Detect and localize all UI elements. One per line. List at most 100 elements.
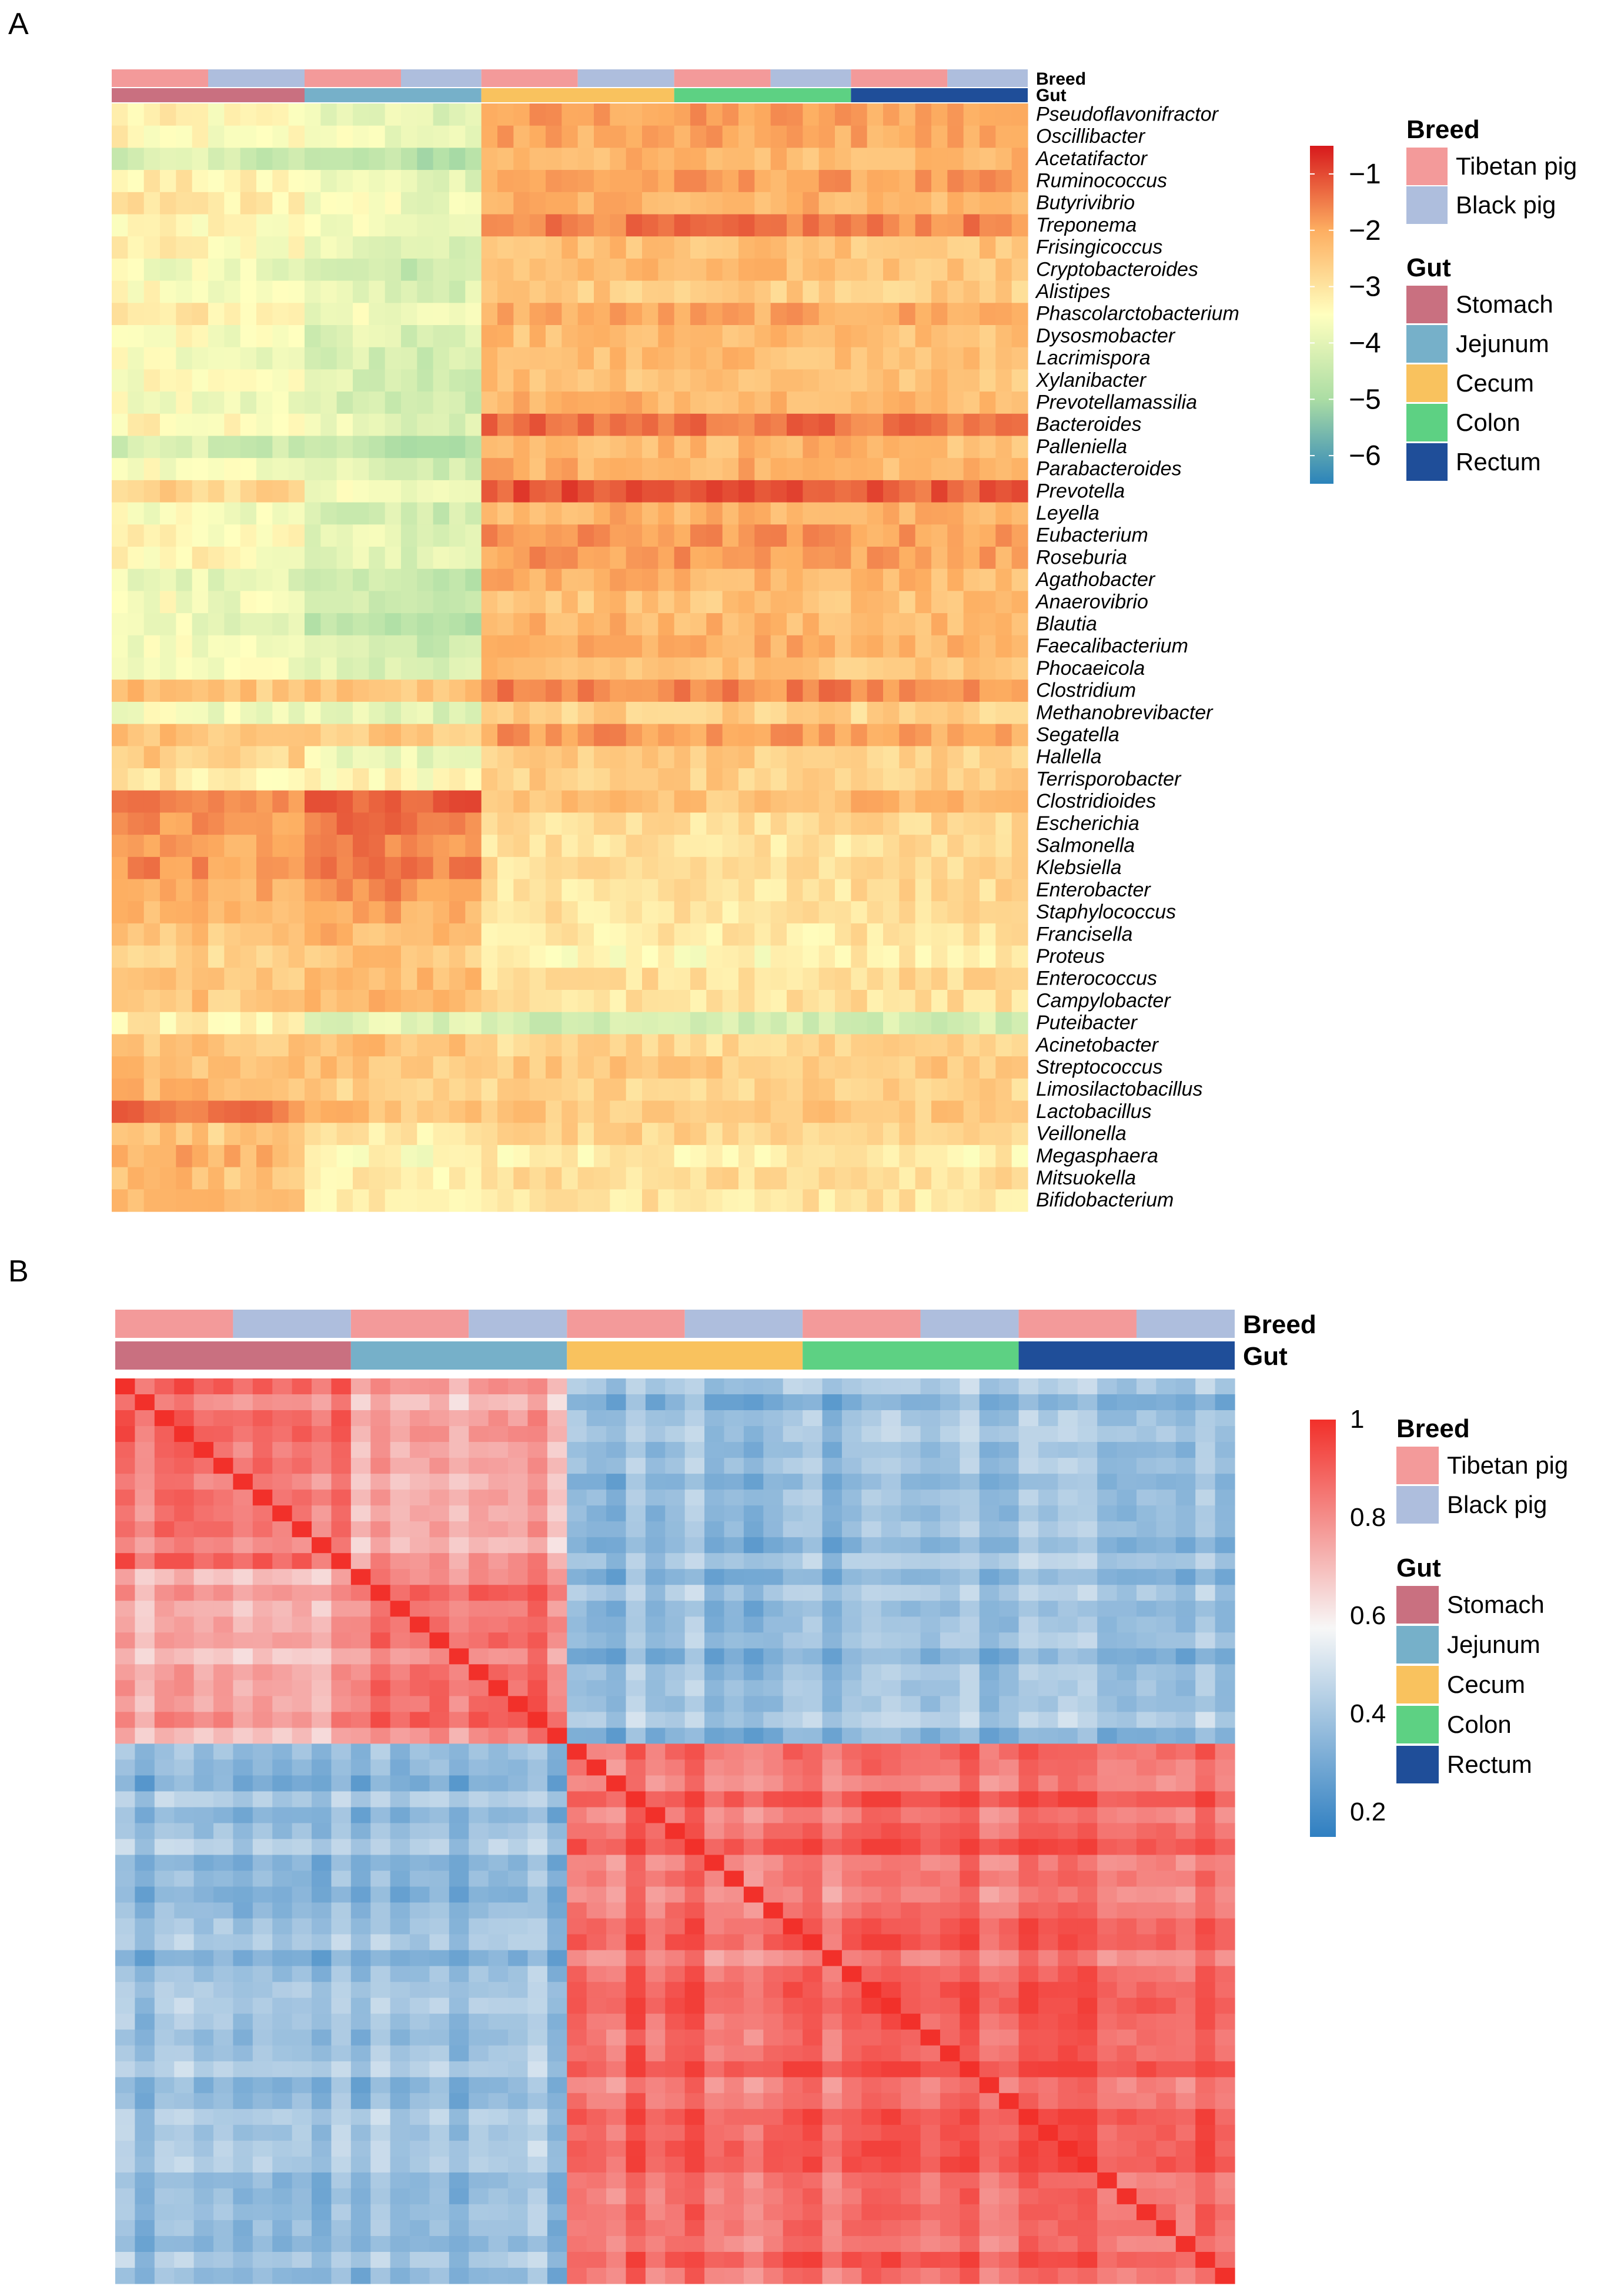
cell: [369, 635, 386, 658]
cell: [803, 1839, 823, 1856]
cell: [465, 1189, 482, 1212]
cell: [915, 413, 932, 437]
cell: [449, 1410, 469, 1427]
cell: [272, 968, 289, 990]
cell: [920, 1490, 941, 1506]
cell: [465, 148, 482, 170]
cell: [193, 1569, 214, 1585]
cell: [417, 1034, 434, 1057]
cell: [331, 1680, 352, 1696]
cell: [192, 746, 209, 769]
cell: [272, 1855, 293, 1872]
cell: [901, 1807, 921, 1824]
cell: [835, 1034, 851, 1057]
cell: [920, 1807, 941, 1824]
cell: [940, 1775, 960, 1792]
cell: [112, 436, 128, 458]
cell: [963, 391, 980, 414]
cell: [513, 1167, 530, 1190]
cell: [960, 1855, 980, 1872]
cell: [143, 502, 161, 525]
cell: [738, 635, 755, 658]
cell: [240, 613, 257, 636]
cell: [867, 990, 884, 1013]
cell: [401, 192, 417, 215]
cell: [851, 1189, 868, 1212]
cell: [469, 1616, 489, 1633]
cell: [336, 436, 353, 458]
cell: [128, 1078, 145, 1102]
cell: [567, 1743, 587, 1761]
cell: [586, 1616, 607, 1633]
cell: [508, 1505, 529, 1522]
cell: [529, 347, 546, 370]
cell: [1097, 1458, 1118, 1474]
cell: [586, 1474, 607, 1490]
cell: [940, 1394, 960, 1411]
cell: [724, 1807, 744, 1824]
cell: [594, 1167, 610, 1190]
cell: [658, 746, 675, 769]
cell: [429, 1505, 450, 1522]
cell: [213, 1569, 234, 1585]
cell: [508, 1458, 529, 1474]
cell: [288, 547, 305, 570]
cell: [995, 1034, 1012, 1057]
cell: [867, 591, 884, 614]
cell: [586, 1743, 607, 1761]
cell: [240, 103, 257, 126]
cell: [642, 347, 659, 370]
cell: [433, 879, 450, 902]
cell: [1058, 1759, 1078, 1776]
cell: [763, 1743, 784, 1761]
cell: [385, 968, 402, 990]
cell: [272, 923, 289, 946]
cell: [497, 990, 514, 1013]
cell: [899, 901, 916, 924]
cell: [626, 1521, 646, 1538]
cell: [940, 1490, 960, 1506]
cell: [920, 1648, 941, 1665]
cell: [818, 1078, 835, 1102]
cell: [1011, 125, 1028, 148]
cell: [577, 746, 594, 769]
cell: [979, 1394, 1000, 1411]
cell: [947, 103, 964, 126]
cell: [754, 901, 771, 924]
cell: [1038, 1537, 1058, 1554]
cell: [960, 1537, 980, 1554]
cell: [497, 724, 514, 747]
cell: [658, 901, 675, 924]
cell: [770, 879, 787, 902]
cell: [401, 1034, 417, 1057]
cell: [508, 1902, 529, 1919]
cell: [851, 148, 868, 170]
cell: [803, 1648, 823, 1665]
cell: [995, 635, 1012, 658]
cell: [369, 303, 386, 326]
cell: [931, 480, 948, 503]
cell: [112, 1167, 128, 1190]
cell: [143, 945, 161, 968]
cell: [980, 790, 996, 813]
cell: [743, 1490, 764, 1506]
cell: [704, 1791, 725, 1808]
cell: [642, 258, 659, 282]
cell: [233, 1442, 253, 1458]
cell: [606, 1902, 627, 1919]
cell: [433, 413, 450, 437]
cell: [1175, 1426, 1196, 1442]
cell: [320, 568, 337, 591]
cell: [369, 148, 386, 170]
cell: [738, 1012, 755, 1035]
cell: [390, 1839, 410, 1856]
cell: [979, 1601, 1000, 1617]
cell: [369, 968, 386, 990]
cell: [743, 1537, 764, 1554]
cell: [980, 1100, 996, 1123]
cell: [665, 1394, 686, 1411]
cell: [940, 1902, 960, 1919]
legend-label-jejunum: Jejunum: [1456, 330, 1549, 357]
cell: [1117, 1664, 1137, 1681]
cell: [369, 369, 386, 392]
